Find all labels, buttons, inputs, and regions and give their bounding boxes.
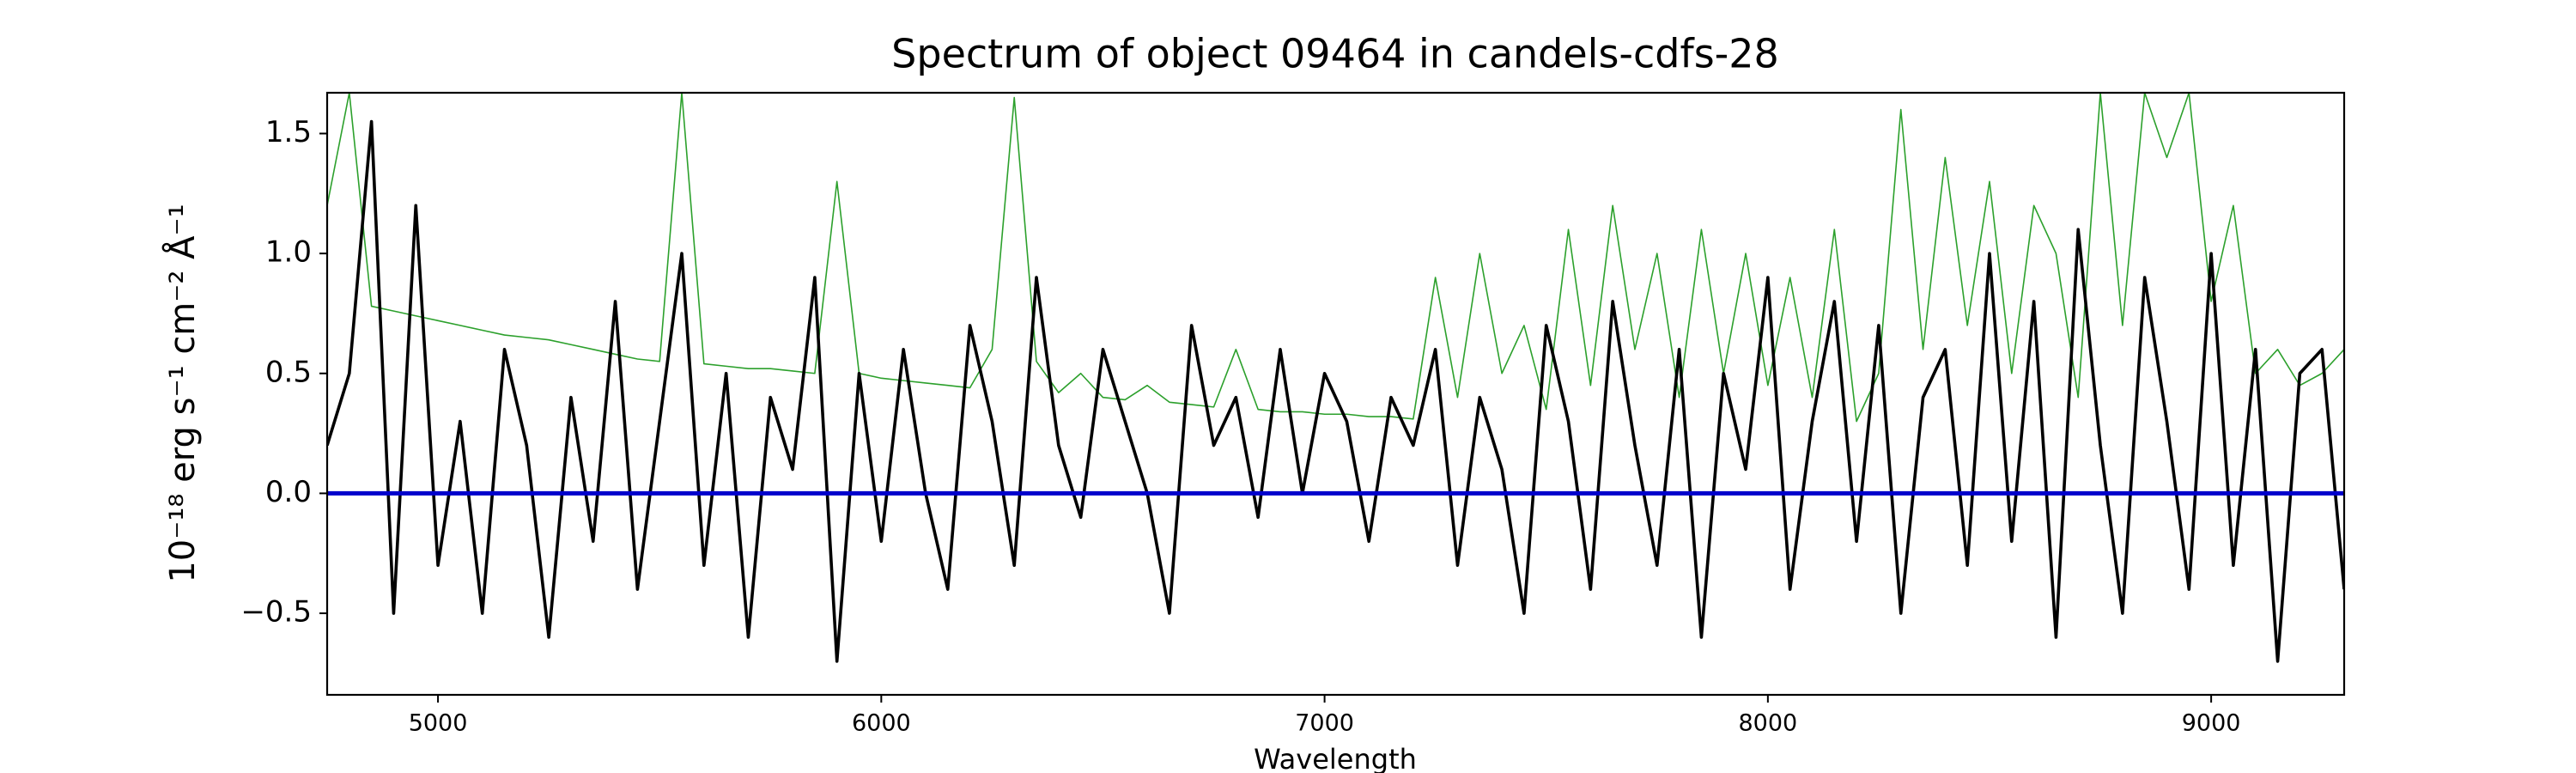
chart-title: Spectrum of object 09464 in candels-cdfs… (891, 31, 1779, 77)
y-tick-label: −0.5 (240, 595, 312, 630)
x-tick-label: 6000 (852, 710, 911, 737)
y-tick-label: 1.0 (265, 235, 312, 270)
x-tick-label: 5000 (409, 710, 468, 737)
x-tick-label: 8000 (1738, 710, 1797, 737)
x-tick-label: 9000 (2182, 710, 2241, 737)
y-tick-label: 1.5 (265, 115, 312, 149)
plot-frame (325, 91, 2346, 697)
data-line (327, 119, 2344, 663)
y-tick-label: 0.0 (265, 475, 312, 509)
y-axis-label: 10⁻¹⁸ erg s⁻¹ cm⁻² Å⁻¹ (161, 204, 203, 582)
x-tick-label: 7000 (1295, 710, 1354, 737)
y-tick-label: 0.5 (265, 355, 312, 389)
x-axis-label: Wavelength (1254, 743, 1417, 773)
data-line (327, 93, 2344, 423)
plot-area (327, 93, 2344, 663)
